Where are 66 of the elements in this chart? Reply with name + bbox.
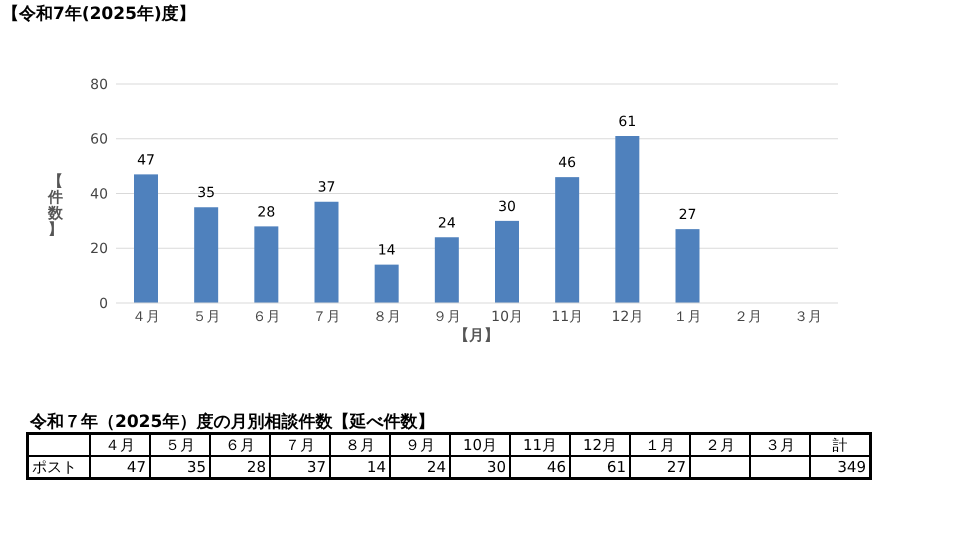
data-label: 30 <box>450 456 510 478</box>
category-label: 11月 <box>522 436 558 454</box>
annotation: 27 <box>678 207 696 224</box>
x-tick-label: ７月 <box>312 308 341 325</box>
text: ポスト <box>28 456 90 478</box>
category-label: ４月 <box>105 436 135 454</box>
x-tick-label: １月 <box>674 308 702 325</box>
annotation: 46 <box>558 155 576 172</box>
data-label: 47 <box>90 456 150 478</box>
x-tick-label: ４月 <box>132 308 160 325</box>
annotation: 35 <box>197 185 216 202</box>
category-label: ９月 <box>405 436 435 454</box>
bar <box>254 226 278 303</box>
category-label: ５月 <box>165 436 195 454</box>
annotation: 28 <box>257 204 276 220</box>
y-tick-label: 20 <box>90 241 108 258</box>
x-tick-label: ３月 <box>794 308 822 325</box>
y-tick-label: 0 <box>99 296 108 312</box>
bar <box>314 202 338 303</box>
x-tick-label: ５月 <box>192 308 220 325</box>
bar <box>615 136 640 303</box>
data-label: 27 <box>630 456 690 478</box>
bar <box>194 207 218 303</box>
x-axis-title: 【月】 <box>453 326 500 345</box>
data-label: 24 <box>390 456 450 478</box>
chart-title: 【令和7年(2025年)度】 <box>2 3 196 25</box>
category-label: ６月 <box>225 436 255 454</box>
text: 令和７年（2025年）度の月別相談件数【延べ件数】 <box>30 411 434 433</box>
y-tick-label: 80 <box>90 76 108 93</box>
x-tick-label: ２月 <box>734 308 762 325</box>
bar <box>495 220 519 303</box>
text: 349 <box>810 456 870 478</box>
annotation: 37 <box>318 180 336 196</box>
x-tick-label: 12月 <box>612 308 644 325</box>
category-label: 10月 <box>462 436 498 454</box>
x-tick-label: ８月 <box>372 308 401 325</box>
annotation: 47 <box>137 152 155 168</box>
bar <box>555 177 580 303</box>
data-label: 37 <box>270 456 330 478</box>
category-label: ３月 <box>765 436 795 454</box>
bar <box>676 229 700 303</box>
data-label: 35 <box>150 456 210 478</box>
data-label: 28 <box>210 456 270 478</box>
bar <box>134 174 158 303</box>
data-label: 14 <box>330 456 390 478</box>
y-tick-label: 60 <box>90 132 108 148</box>
x-tick-label: ９月 <box>432 308 461 325</box>
x-tick-label: 11月 <box>551 308 584 325</box>
bar <box>374 264 399 303</box>
y-tick-label: 40 <box>90 186 108 202</box>
category-label: １月 <box>645 436 675 454</box>
annotation: 24 <box>438 215 456 232</box>
x-tick-label: ６月 <box>252 308 280 325</box>
data-label: 61 <box>570 456 630 478</box>
annotation: 14 <box>378 242 396 259</box>
category-label: ２月 <box>705 436 735 454</box>
category-label: ７月 <box>285 436 315 454</box>
x-tick-label: 10月 <box>491 308 523 325</box>
data-label: 46 <box>510 456 570 478</box>
annotation: 30 <box>498 198 516 215</box>
text: 計 <box>810 434 870 456</box>
bar <box>434 237 459 303</box>
category-label: ８月 <box>345 436 375 454</box>
annotation: 61 <box>618 114 636 130</box>
y-axis-title: 【件数】 <box>48 172 63 238</box>
category-label: 12月 <box>582 436 618 454</box>
